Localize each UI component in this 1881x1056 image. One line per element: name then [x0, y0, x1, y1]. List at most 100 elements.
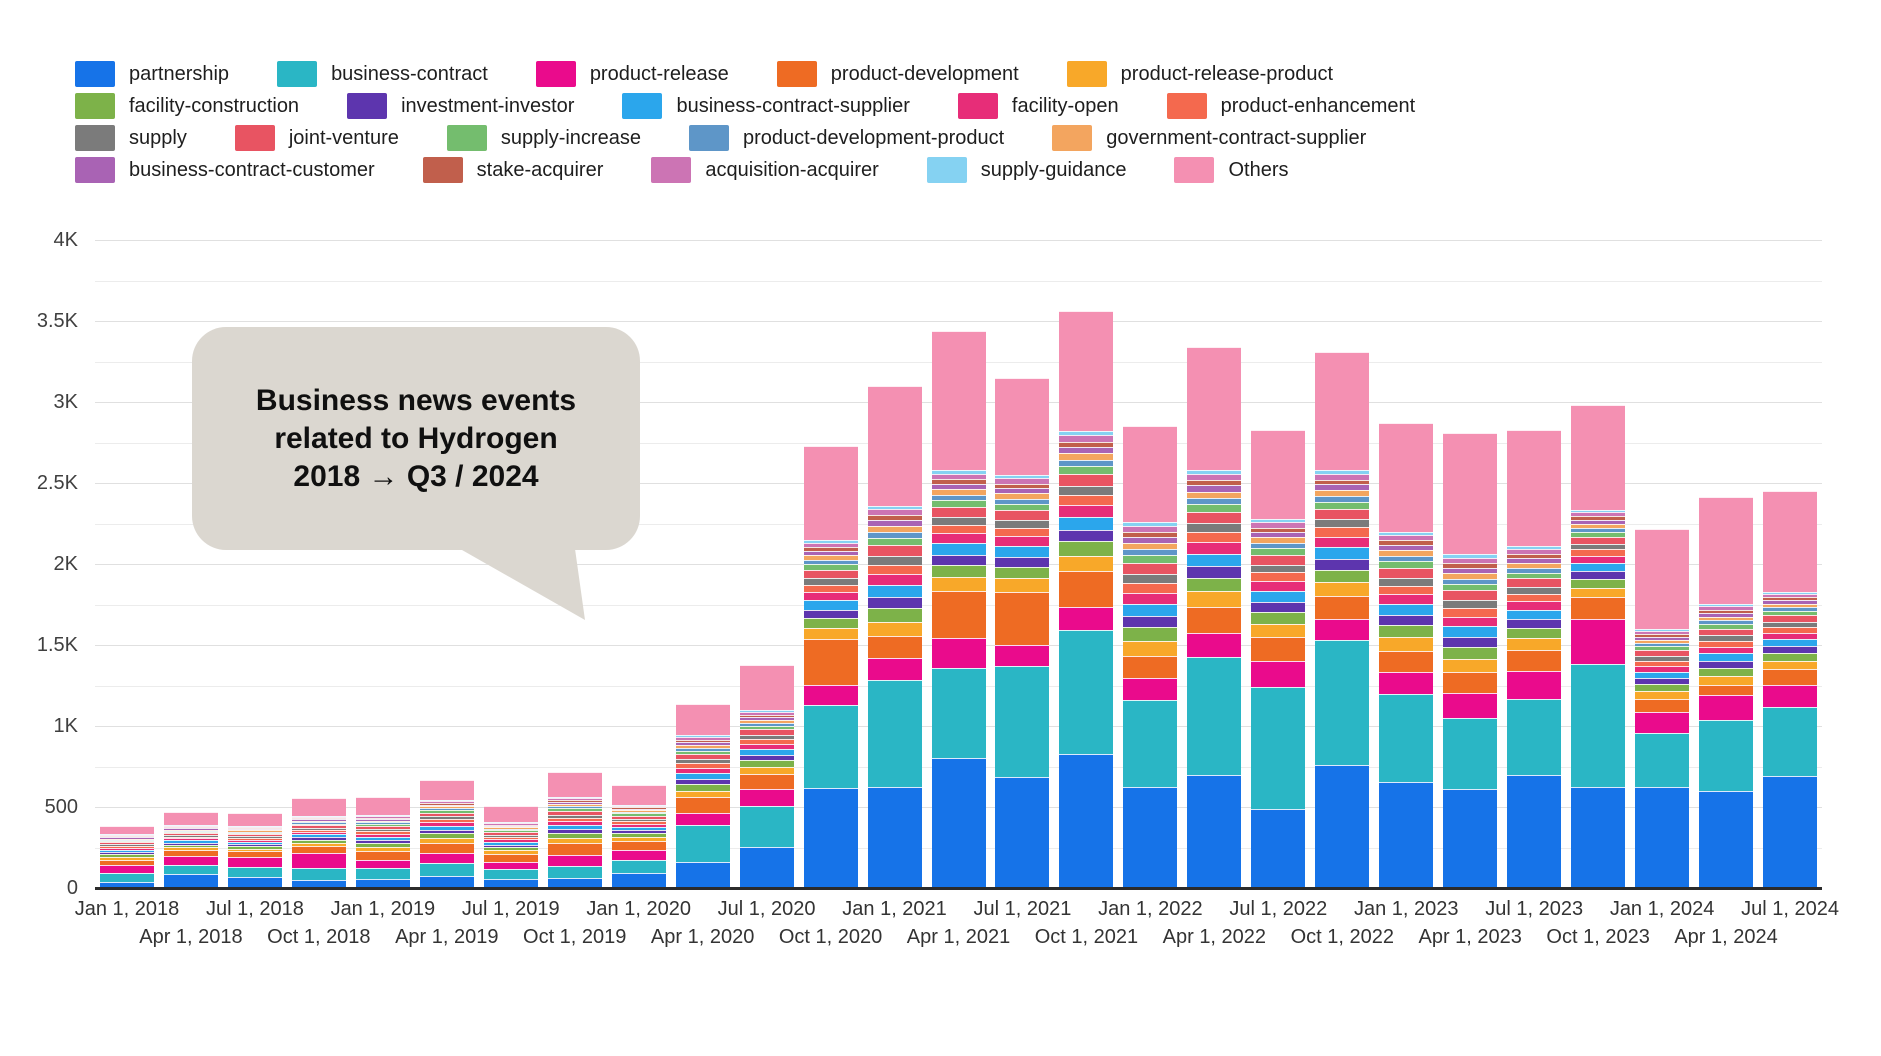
- segment-product-development[interactable]: [1315, 596, 1370, 620]
- segment-supply-guidance[interactable]: [1571, 509, 1626, 513]
- bar-apr-1-2021[interactable]: [931, 330, 986, 888]
- segment-supply[interactable]: [1507, 586, 1562, 594]
- segment-acquisition-acquirer[interactable]: [1315, 473, 1370, 480]
- segment-supply-increase[interactable]: [1123, 555, 1178, 563]
- segment-partnership[interactable]: [1635, 786, 1690, 888]
- segment-product-development[interactable]: [803, 639, 858, 685]
- bar-apr-1-2024[interactable]: [1699, 496, 1754, 888]
- segment-partnership[interactable]: [675, 862, 730, 888]
- segment-partnership[interactable]: [867, 786, 922, 888]
- segment-stake-acquirer[interactable]: [611, 807, 666, 809]
- segment-facility-open[interactable]: [163, 838, 218, 841]
- segment-government-contract-supplier[interactable]: [1571, 523, 1626, 528]
- segment-supply-guidance[interactable]: [1251, 518, 1306, 522]
- segment-business-contract-customer[interactable]: [99, 837, 154, 839]
- segment-government-contract-supplier[interactable]: [931, 489, 986, 495]
- segment-Others[interactable]: [99, 826, 154, 835]
- segment-business-contract-customer[interactable]: [1763, 600, 1818, 604]
- segment-stake-acquirer[interactable]: [1123, 531, 1178, 537]
- segment-partnership[interactable]: [803, 788, 858, 888]
- segment-supply-guidance[interactable]: [1635, 628, 1690, 631]
- segment-stake-acquirer[interactable]: [547, 800, 602, 802]
- legend-item-supply[interactable]: supply: [75, 125, 187, 151]
- segment-joint-venture[interactable]: [739, 729, 794, 735]
- segment-joint-venture[interactable]: [291, 825, 346, 828]
- segment-product-release[interactable]: [1699, 695, 1754, 720]
- segment-product-release-product[interactable]: [803, 628, 858, 640]
- segment-partnership[interactable]: [1251, 808, 1306, 888]
- segment-supply[interactable]: [1571, 543, 1626, 550]
- segment-supply[interactable]: [1379, 577, 1434, 586]
- segment-product-development[interactable]: [1507, 649, 1562, 671]
- bar-jan-1-2022[interactable]: [1123, 426, 1178, 888]
- segment-business-contract-customer[interactable]: [1123, 536, 1178, 544]
- segment-joint-venture[interactable]: [1763, 615, 1818, 622]
- segment-Others[interactable]: [355, 797, 410, 816]
- segment-investment-investor[interactable]: [675, 779, 730, 785]
- segment-supply-increase[interactable]: [1507, 572, 1562, 579]
- segment-stake-acquirer[interactable]: [227, 828, 282, 830]
- legend-item-partnership[interactable]: partnership: [75, 61, 229, 87]
- segment-joint-venture[interactable]: [867, 545, 922, 557]
- segment-product-release-product[interactable]: [547, 837, 602, 844]
- segment-product-release[interactable]: [355, 859, 410, 868]
- segment-product-development-product[interactable]: [1251, 542, 1306, 549]
- segment-joint-venture[interactable]: [1059, 474, 1114, 486]
- segment-joint-venture[interactable]: [1187, 511, 1242, 524]
- segment-facility-open[interactable]: [1187, 542, 1242, 554]
- segment-product-enhancement[interactable]: [291, 829, 346, 833]
- segment-government-contract-supplier[interactable]: [1059, 453, 1114, 460]
- segment-government-contract-supplier[interactable]: [483, 827, 538, 829]
- segment-supply[interactable]: [1059, 485, 1114, 495]
- segment-product-development-product[interactable]: [1187, 497, 1242, 505]
- segment-stake-acquirer[interactable]: [291, 818, 346, 820]
- segment-acquisition-acquirer[interactable]: [675, 736, 730, 740]
- legend-item-others[interactable]: Others: [1174, 157, 1288, 183]
- segment-partnership[interactable]: [355, 879, 410, 888]
- segment-supply[interactable]: [483, 834, 538, 837]
- legend-item-product-enhancement[interactable]: product-enhancement: [1166, 93, 1415, 119]
- segment-facility-construction[interactable]: [483, 847, 538, 851]
- segment-product-development-product[interactable]: [163, 830, 218, 832]
- segment-product-release-product[interactable]: [163, 847, 218, 850]
- segment-investment-investor[interactable]: [163, 842, 218, 845]
- segment-business-contract[interactable]: [739, 806, 794, 847]
- segment-business-contract[interactable]: [1571, 664, 1626, 787]
- segment-government-contract-supplier[interactable]: [867, 526, 922, 533]
- segment-product-enhancement[interactable]: [1443, 607, 1498, 617]
- segment-product-release[interactable]: [163, 855, 218, 865]
- segment-supply[interactable]: [227, 836, 282, 838]
- segment-Others[interactable]: [1379, 423, 1434, 532]
- segment-supply-increase[interactable]: [1699, 624, 1754, 629]
- segment-product-development[interactable]: [995, 591, 1050, 646]
- segment-facility-construction[interactable]: [355, 842, 410, 847]
- legend-item-government-contract-supplier[interactable]: government-contract-supplier: [1052, 125, 1366, 151]
- segment-business-contract-customer[interactable]: [1187, 485, 1242, 492]
- segment-acquisition-acquirer[interactable]: [1507, 549, 1562, 555]
- segment-product-development-product[interactable]: [995, 498, 1050, 504]
- segment-product-development[interactable]: [227, 851, 282, 858]
- segment-product-development-product[interactable]: [227, 831, 282, 833]
- segment-business-contract-supplier[interactable]: [291, 834, 346, 838]
- segment-business-contract-supplier[interactable]: [1251, 591, 1306, 603]
- segment-product-enhancement[interactable]: [867, 564, 922, 575]
- segment-joint-venture[interactable]: [1571, 536, 1626, 544]
- segment-business-contract-supplier[interactable]: [1379, 604, 1434, 616]
- segment-product-development-product[interactable]: [611, 811, 666, 814]
- segment-product-release-product[interactable]: [675, 790, 730, 798]
- segment-product-release-product[interactable]: [1187, 591, 1242, 607]
- segment-partnership[interactable]: [1507, 775, 1562, 888]
- segment-Others[interactable]: [1123, 426, 1178, 523]
- segment-business-contract-supplier[interactable]: [1763, 639, 1818, 647]
- segment-supply[interactable]: [1635, 656, 1690, 661]
- segment-stake-acquirer[interactable]: [1187, 480, 1242, 486]
- segment-product-release[interactable]: [483, 862, 538, 870]
- segment-business-contract[interactable]: [1123, 700, 1178, 787]
- segment-business-contract[interactable]: [1059, 630, 1114, 754]
- segment-facility-construction[interactable]: [675, 784, 730, 791]
- segment-facility-open[interactable]: [739, 743, 794, 749]
- segment-product-development-product[interactable]: [1763, 607, 1818, 611]
- segment-product-enhancement[interactable]: [1059, 494, 1114, 506]
- segment-product-enhancement[interactable]: [611, 821, 666, 824]
- segment-facility-open[interactable]: [419, 822, 474, 826]
